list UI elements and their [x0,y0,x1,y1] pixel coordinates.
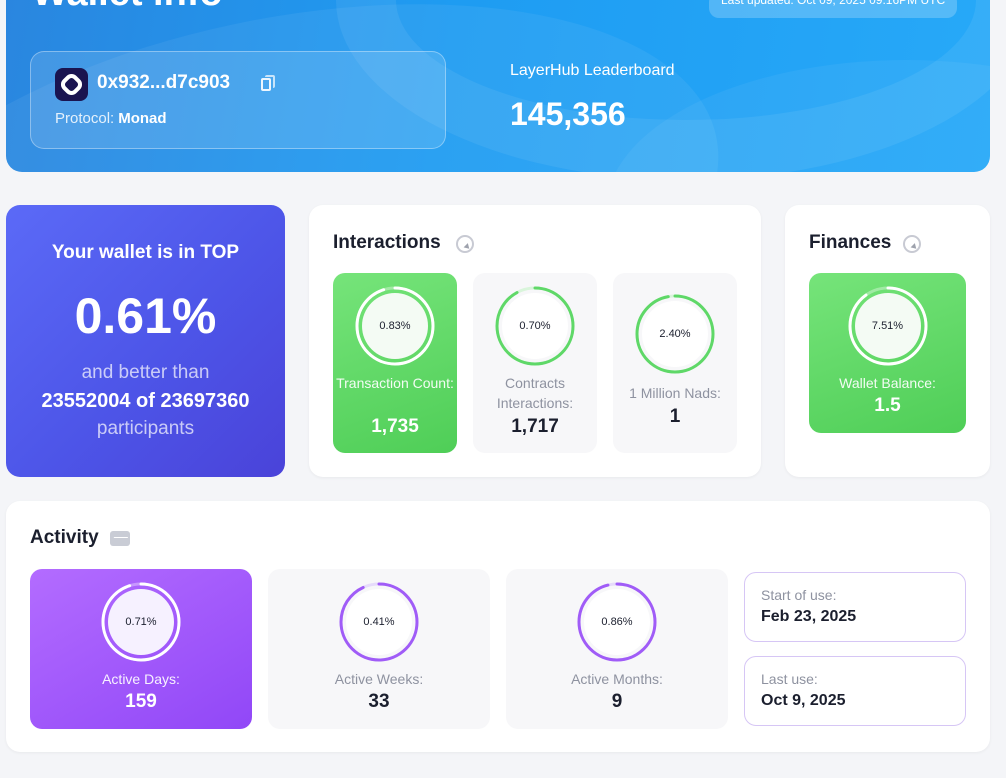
page-title: Wallet info [32,0,223,12]
progress-arc [577,582,657,662]
ring-percent: 0.83% [362,293,428,359]
last-use-label: Last use: [761,671,818,687]
progress-arc [848,286,927,366]
cursor-click-icon [903,235,921,253]
activity-title: Activity [30,527,99,548]
start-of-use-card: Start of use: Feb 23, 2025 [744,572,966,642]
start-of-use-value: Feb 23, 2025 [761,608,857,625]
tile-label: Active Months: [571,671,663,687]
ring-percent: 0.70% [502,293,568,359]
tile-value: 1 [669,406,681,427]
protocol-value: Monad [118,110,167,127]
rank-percent: 0.61% [74,288,217,344]
copy-icon[interactable] [261,75,275,91]
ring-percent: 2.40% [642,301,708,367]
progress-arc [355,286,435,366]
progress-ring: 0.86% [576,581,658,663]
active-days-tile: 0.71% Active Days: 159 [30,569,252,729]
wallet-address-card: 0x932...d7c903 Protocol: Monad [30,51,446,149]
tile-label: Active Days: [102,671,180,687]
wallet-address: 0x932...d7c903 [97,72,231,93]
progress-ring: 0.41% [338,581,420,663]
tile-value: 9 [611,691,623,712]
active-weeks-tile: 0.41% Active Weeks: 33 [268,569,490,729]
last-use-value: Oct 9, 2025 [761,692,846,709]
contracts-interactions-tile: 0.70% Contracts Interactions: 1,717 [473,273,597,453]
tile-label: Transaction Count: [336,375,454,391]
tile-label: Wallet Balance: [839,375,936,391]
tile-value: 33 [368,691,390,712]
progress-arc [339,582,419,662]
tile-value: 1,717 [511,416,559,437]
finances-panel: Finances 7.51% Wallet Balance: 1.5 [785,205,990,477]
progress-arc [495,286,575,366]
start-of-use-label: Start of use: [761,587,837,603]
last-updated-badge: Last updated: Oct 09, 2025 09:16PM UTC [709,0,958,18]
progress-ring: 0.71% [100,581,182,663]
finances-title: Finances [809,232,892,253]
tile-value: 1,735 [371,416,419,437]
wallet-balance-tile: 7.51% Wallet Balance: 1.5 [809,273,966,433]
top-rank-card: Your wallet is in TOP 0.61% and better t… [6,205,285,477]
activity-panel: Activity 0.71% Active Days: 159 0.41% Ac… [6,501,990,752]
progress-ring: 0.83% [354,285,436,367]
progress-ring: 7.51% [847,285,929,367]
progress-ring: 0.70% [494,285,576,367]
interactions-panel: Interactions 0.83% Transaction Count: 1,… [309,205,761,477]
ring-percent: 0.41% [346,589,412,655]
leaderboard-value: 145,356 [510,96,626,132]
million-nads-tile: 2.40% 1 Million Nads: 1 [613,273,737,453]
wallet-info-header: Wallet info Last updated: Oct 09, 2025 0… [6,0,990,172]
protocol-label: Protocol: [55,110,115,127]
ring-percent: 7.51% [854,293,921,359]
active-months-tile: 0.86% Active Months: 9 [506,569,728,729]
rank-count: 23552004 of 23697360 [41,390,250,412]
ring-percent: 0.86% [584,589,650,655]
last-use-card: Last use: Oct 9, 2025 [744,656,966,726]
rank-participants: participants [96,418,195,439]
protocol-row: Protocol: Monad [55,110,167,127]
tile-value: 159 [125,691,157,712]
tile-value: 1.5 [874,395,901,416]
monad-logo-icon [55,68,88,101]
rank-headline: Your wallet is in TOP [51,242,240,263]
transaction-count-tile: 0.83% Transaction Count: 1,735 [333,273,457,453]
tile-label: Active Weeks: [334,671,424,687]
cursor-click-icon [456,235,474,253]
progress-arc [101,582,181,662]
progress-arc [635,294,715,374]
tile-label: 1 Million Nads: [629,385,721,401]
leaderboard-label: LayerHub Leaderboard [510,62,675,79]
progress-ring: 2.40% [634,293,716,375]
rank-better-than: and better than [81,362,210,383]
tile-label: Contracts Interactions: [496,375,574,411]
ring-percent: 0.71% [108,589,174,655]
interactions-title: Interactions [333,232,441,253]
activity-chart-icon [110,531,130,546]
